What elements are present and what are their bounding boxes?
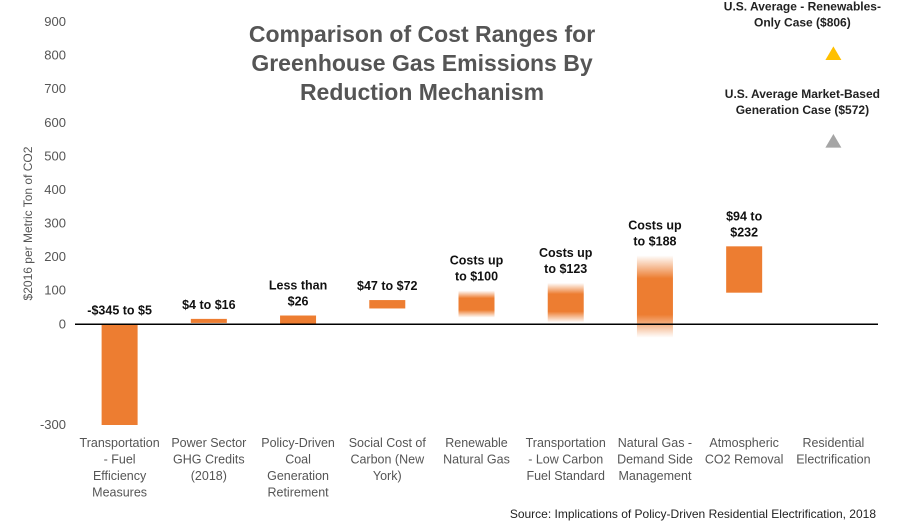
category-label: (2018) [191, 469, 227, 483]
category-label: Natural Gas [443, 453, 510, 467]
category-label: Measures [92, 486, 147, 500]
data-label: $94 to [726, 209, 762, 223]
category-label: CO2 Removal [705, 453, 784, 467]
category-label: Atmospheric [709, 436, 778, 450]
y-tick-label: -300 [40, 417, 66, 432]
category-label: Residential [802, 436, 864, 450]
bar [547, 282, 584, 323]
category-label: Social Cost of [349, 436, 427, 450]
marker-label: Generation Case ($572) [736, 103, 869, 117]
y-tick-label: 100 [44, 283, 66, 298]
y-axis-label: $2016 per Metric Ton of CO2 [21, 146, 35, 300]
data-label: Costs up [539, 246, 593, 260]
y-tick-label: 900 [44, 14, 66, 29]
bar [726, 246, 763, 293]
category-label: - Fuel [104, 453, 136, 467]
data-label: Less than [269, 279, 327, 293]
bars [101, 246, 763, 425]
marker-label: U.S. Average - Renewables- [724, 0, 881, 14]
data-label: Costs up [628, 218, 682, 232]
y-tick-label: 700 [44, 81, 66, 96]
marker-triangle [825, 46, 842, 60]
category-label: Renewable [445, 436, 508, 450]
y-tick-label: 400 [44, 182, 66, 197]
category-label: Generation [267, 469, 329, 483]
category-label: Power Sector [171, 436, 246, 450]
data-label: to $123 [544, 262, 587, 276]
data-label: to $188 [633, 234, 676, 248]
data-labels: -$345 to $5 $4 to $16 Less than $26 $47 to $… [87, 209, 762, 317]
y-tick-label: 600 [44, 115, 66, 130]
data-label: Costs up [450, 254, 504, 268]
chart-title-line: Comparison of Cost Ranges for [249, 21, 595, 47]
data-label: $4 to $16 [182, 298, 236, 312]
chart-title-line: Greenhouse Gas Emissions By [251, 50, 593, 76]
category-label: Coal [285, 453, 311, 467]
y-tick-label: 800 [44, 48, 66, 63]
bar [280, 315, 317, 325]
y-tick-label: 500 [44, 148, 66, 163]
data-label: -$345 to $5 [87, 303, 152, 317]
category-label: Policy-Driven [261, 436, 335, 450]
category-label: - Low Carbon [528, 453, 603, 467]
category-label: Natural Gas - [618, 436, 692, 450]
category-label: Fuel Standard [526, 469, 605, 483]
data-label: $232 [730, 225, 758, 239]
category-label: GHG Credits [173, 453, 245, 467]
category-label: York) [373, 469, 402, 483]
bar [101, 324, 138, 425]
bar [458, 290, 495, 318]
data-label: to $100 [455, 270, 498, 284]
y-tick-label: 200 [44, 249, 66, 264]
bar [636, 255, 673, 338]
category-label: Management [618, 469, 691, 483]
markers: U.S. Average - Renewables- Only Case ($80… [724, 0, 881, 148]
category-label: Carbon (New [350, 453, 425, 467]
source-note: Source: Implications of Policy-Driven Re… [510, 507, 876, 521]
marker-triangle [825, 134, 842, 148]
category-label: Transportation [80, 436, 160, 450]
chart-title-line: Reduction Mechanism [300, 79, 544, 105]
category-label: Electrification [796, 453, 870, 467]
data-label: $47 to $72 [357, 279, 418, 293]
marker-label: Only Case ($806) [754, 16, 851, 30]
marker-label: U.S. Average Market-Based [725, 87, 880, 101]
bar [369, 300, 406, 309]
category-label: Retirement [267, 486, 329, 500]
bar [190, 318, 227, 323]
category-label: Transportation [526, 436, 606, 450]
category-label: Demand Side [617, 453, 693, 467]
chart-title: Comparison of Cost Ranges for Greenhouse … [249, 21, 595, 105]
x-axis-category-labels: Transportation - Fuel Efficiency Measures Po… [80, 436, 871, 500]
data-label: $26 [288, 295, 309, 309]
y-tick-label: 0 [59, 316, 66, 331]
y-axis-ticks: -300 0 100 200 300 400 500 600 700 800 900 [40, 14, 66, 432]
y-tick-label: 300 [44, 216, 66, 231]
category-label: Efficiency [93, 469, 147, 483]
